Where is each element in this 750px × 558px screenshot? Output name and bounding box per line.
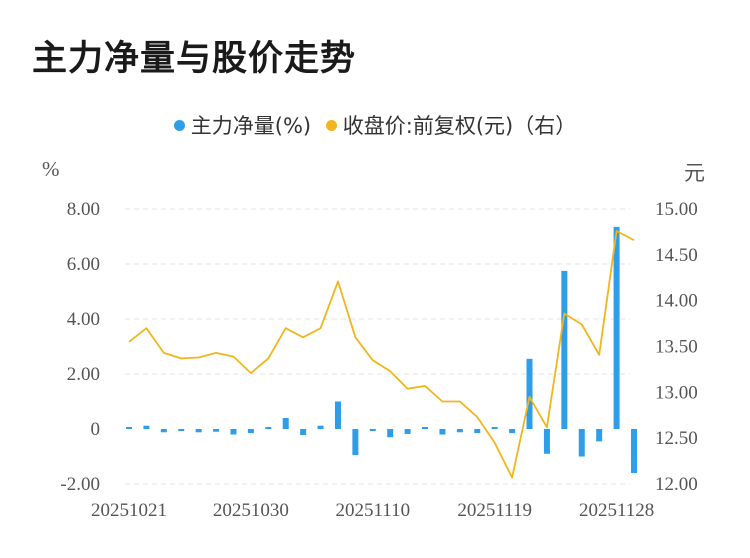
bar: [160, 429, 167, 433]
y-left-tick-label: 4.00: [67, 309, 100, 330]
x-tick-label: 20251119: [457, 500, 532, 521]
bar: [230, 429, 237, 435]
y-right-tick-label: 14.00: [655, 291, 698, 312]
left-axis-unit: %: [42, 157, 60, 181]
legend-label-close-price: 收盘价:前复权(元)（右）: [342, 114, 577, 138]
right-axis-unit: 元: [684, 161, 705, 185]
legend-item-close-price[interactable]: 收盘价:前复权(元)（右）: [325, 110, 577, 140]
bar: [387, 429, 394, 438]
y-left-tick-label: 0: [91, 419, 101, 440]
bar: [509, 429, 516, 434]
bar: [613, 226, 620, 429]
x-tick-label: 20251030: [213, 500, 289, 521]
y-left-tick-label: 2.00: [67, 364, 100, 385]
bar: [422, 427, 429, 429]
bar: [561, 270, 568, 429]
y-right-tick-label: 12.00: [655, 474, 698, 495]
bar: [404, 429, 411, 434]
bar: [352, 429, 359, 456]
bar: [317, 425, 324, 429]
y-right-tick-label: 14.50: [655, 245, 698, 266]
legend: 主力净量(%) 收盘价:前复权(元)（右）: [0, 110, 750, 140]
bar: [247, 429, 254, 434]
bar: [578, 429, 585, 457]
y-right-tick-label: 13.00: [655, 382, 698, 403]
y-right-tick-label: 15.00: [655, 199, 698, 220]
bar: [596, 429, 603, 442]
bar: [334, 401, 341, 429]
bar: [369, 429, 376, 431]
bar: [456, 429, 463, 433]
bar: [265, 427, 272, 429]
bar: [491, 427, 498, 429]
y-left-tick-label: 6.00: [67, 254, 100, 275]
x-tick-label: 20251110: [335, 500, 410, 521]
bar: [282, 418, 289, 429]
series-line-close-price: [128, 230, 635, 479]
legend-item-net-volume[interactable]: 主力净量(%): [173, 110, 312, 140]
legend-dot-icon: [173, 120, 185, 131]
bar: [300, 429, 307, 436]
bar: [543, 429, 550, 454]
legend-dot-icon: [325, 120, 337, 131]
bar: [631, 429, 637, 473]
bar: [213, 429, 220, 432]
y-right-tick-label: 13.50: [655, 337, 698, 358]
bar: [474, 429, 481, 434]
chart-title: 主力净量与股价走势: [32, 39, 357, 79]
bar: [439, 429, 446, 435]
bar: [195, 429, 202, 433]
bar: [143, 425, 150, 429]
bar: [126, 427, 132, 429]
bar: [526, 358, 533, 429]
bar: [178, 429, 185, 431]
y-left-tick-label: 8.00: [67, 199, 100, 220]
x-tick-label: 20251021: [91, 500, 167, 521]
x-tick-label: 20251128: [579, 500, 654, 521]
y-right-tick-label: 12.50: [655, 428, 698, 449]
legend-label-net-volume: 主力净量(%): [190, 114, 312, 138]
y-left-tick-label: -2.00: [60, 474, 100, 495]
